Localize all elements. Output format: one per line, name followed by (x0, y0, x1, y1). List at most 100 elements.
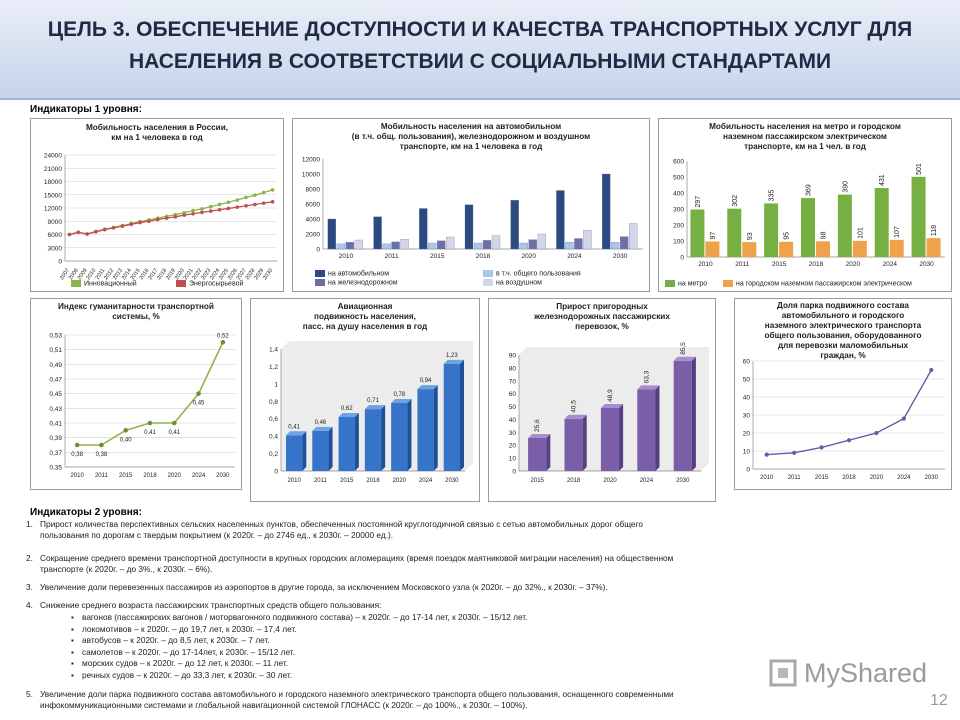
bar (336, 243, 346, 250)
data-point (208, 209, 213, 213)
bar (801, 197, 815, 257)
y-tick-label: 6000 (48, 232, 63, 239)
bar (364, 409, 382, 471)
x-tick-label: 2010 (339, 253, 354, 260)
data-point (99, 442, 104, 448)
data-label: 25,6 (534, 419, 541, 432)
list-item-line: 2. (26, 553, 33, 563)
list-item-line: инфокоммуникационными системами и глобал… (40, 700, 528, 710)
y-tick-label: 0,6 (269, 416, 278, 423)
data-label: 390 (842, 181, 849, 193)
legend-swatch (665, 280, 675, 287)
list-item-line: транспорте (к 2020г. – до 3%., к 2030г. … (40, 564, 213, 574)
data-label: 501 (916, 163, 923, 175)
y-tick-label: 0 (274, 469, 278, 476)
y-tick-label: 50 (743, 377, 751, 384)
x-tick-label: 2026 (227, 268, 239, 281)
x-tick-label: 2020 (870, 475, 884, 481)
y-tick-label: 30 (509, 430, 517, 437)
x-tick-label: 2010 (287, 478, 301, 484)
chart-title-line: Индекс гуманитарности транспортной (58, 302, 214, 311)
x-tick-label: 2019 (165, 268, 177, 281)
x-tick-label: 2030 (262, 268, 274, 281)
y-tick-label: 0,37 (49, 450, 62, 457)
bar (637, 389, 656, 471)
x-tick-label: 2018 (366, 478, 380, 484)
x-tick-label: 2030 (925, 475, 939, 481)
bar-side (655, 385, 660, 471)
bar (583, 230, 592, 250)
level2-label: Индикаторы 2 уровня: (30, 507, 142, 518)
x-tick-label: 2010 (86, 268, 98, 281)
bar (345, 242, 355, 250)
chart-title-line: Доля парка подвижного состава (777, 301, 909, 310)
data-point (67, 232, 72, 237)
bar-side (582, 414, 587, 471)
y-tick-label: 10 (743, 449, 751, 456)
data-point (76, 230, 81, 235)
data-point (155, 217, 160, 222)
data-label: 0,46 (315, 420, 327, 426)
data-point (220, 340, 226, 345)
bar (391, 403, 408, 471)
chart-title-line: транспорте, км на 1 человека в год (399, 142, 543, 151)
bar (742, 242, 757, 257)
legend-item: на железнодорожном (315, 279, 398, 286)
bar (338, 416, 355, 471)
y-tick-label: 3000 (48, 245, 63, 252)
legend-label: на железнодорожном (328, 279, 398, 287)
x-tick-label: 2015 (130, 268, 142, 281)
list-item-line: 1. (26, 519, 33, 529)
x-tick-label: 2018 (809, 261, 824, 268)
bar (574, 238, 583, 250)
data-point (217, 207, 222, 212)
x-tick-label: 2015 (531, 478, 545, 484)
x-tick-label: 2012 (103, 268, 115, 281)
legend-item: на метро (665, 280, 707, 287)
x-tick-label: 2023 (200, 268, 212, 281)
bar (464, 204, 474, 250)
bar (565, 242, 574, 250)
data-point (147, 420, 153, 426)
x-tick-label: 2009 (77, 268, 89, 281)
bar-top (673, 356, 696, 361)
y-tick-label: 40 (509, 417, 517, 424)
chart-svg: 0 2000 4000 6000 8000 10000 12000 2010 2011 2015 2… (302, 157, 643, 260)
data-point (147, 219, 151, 224)
x-tick-label: 2020 (846, 261, 861, 268)
bar (727, 208, 742, 257)
x-tick-label: 2030 (445, 478, 459, 484)
chart-low-mobility-share: 0 10 20 30 40 50 60 2010 2011 2015 2018 2020 2024 203… (734, 298, 952, 490)
data-point (94, 230, 98, 234)
bar-top (285, 431, 307, 436)
bar (911, 176, 926, 257)
data-point (200, 207, 204, 211)
legend-label: на воздушном (496, 279, 542, 287)
data-point (253, 193, 257, 197)
list-item-line: 3. (26, 582, 33, 592)
x-tick-label: 2020 (393, 478, 407, 484)
legend-swatch (71, 280, 81, 287)
data-label: 431 (879, 174, 886, 186)
data-point (191, 211, 195, 216)
bar (816, 241, 830, 257)
bar-top (564, 414, 587, 419)
bar (428, 242, 437, 250)
data-point (270, 188, 275, 192)
list-item-line: 4. (26, 600, 33, 610)
chart-humanity-index: 0,35 0,37 0,39 0,41 0,43 0,45 0,47 0,49 0,51 0,53… (30, 298, 242, 490)
bar (564, 418, 583, 471)
data-label: 302 (732, 195, 739, 207)
chart-title-line: Авиационная (337, 302, 393, 311)
y-tick-label: 10 (509, 456, 517, 463)
list-item-line: Снижение среднего возраста пассажирских … (40, 600, 382, 610)
data-point (120, 224, 125, 228)
chart-title-line: пасс. на душу населения в год (302, 322, 428, 331)
bar-side (460, 359, 465, 471)
bar (556, 190, 565, 250)
bar-top (312, 426, 333, 431)
bar-side (691, 356, 696, 471)
y-tick-label: 0,39 (49, 435, 62, 442)
list-item-line: Сокращение среднего времени транспортной… (40, 553, 674, 563)
bar-side (354, 412, 359, 471)
